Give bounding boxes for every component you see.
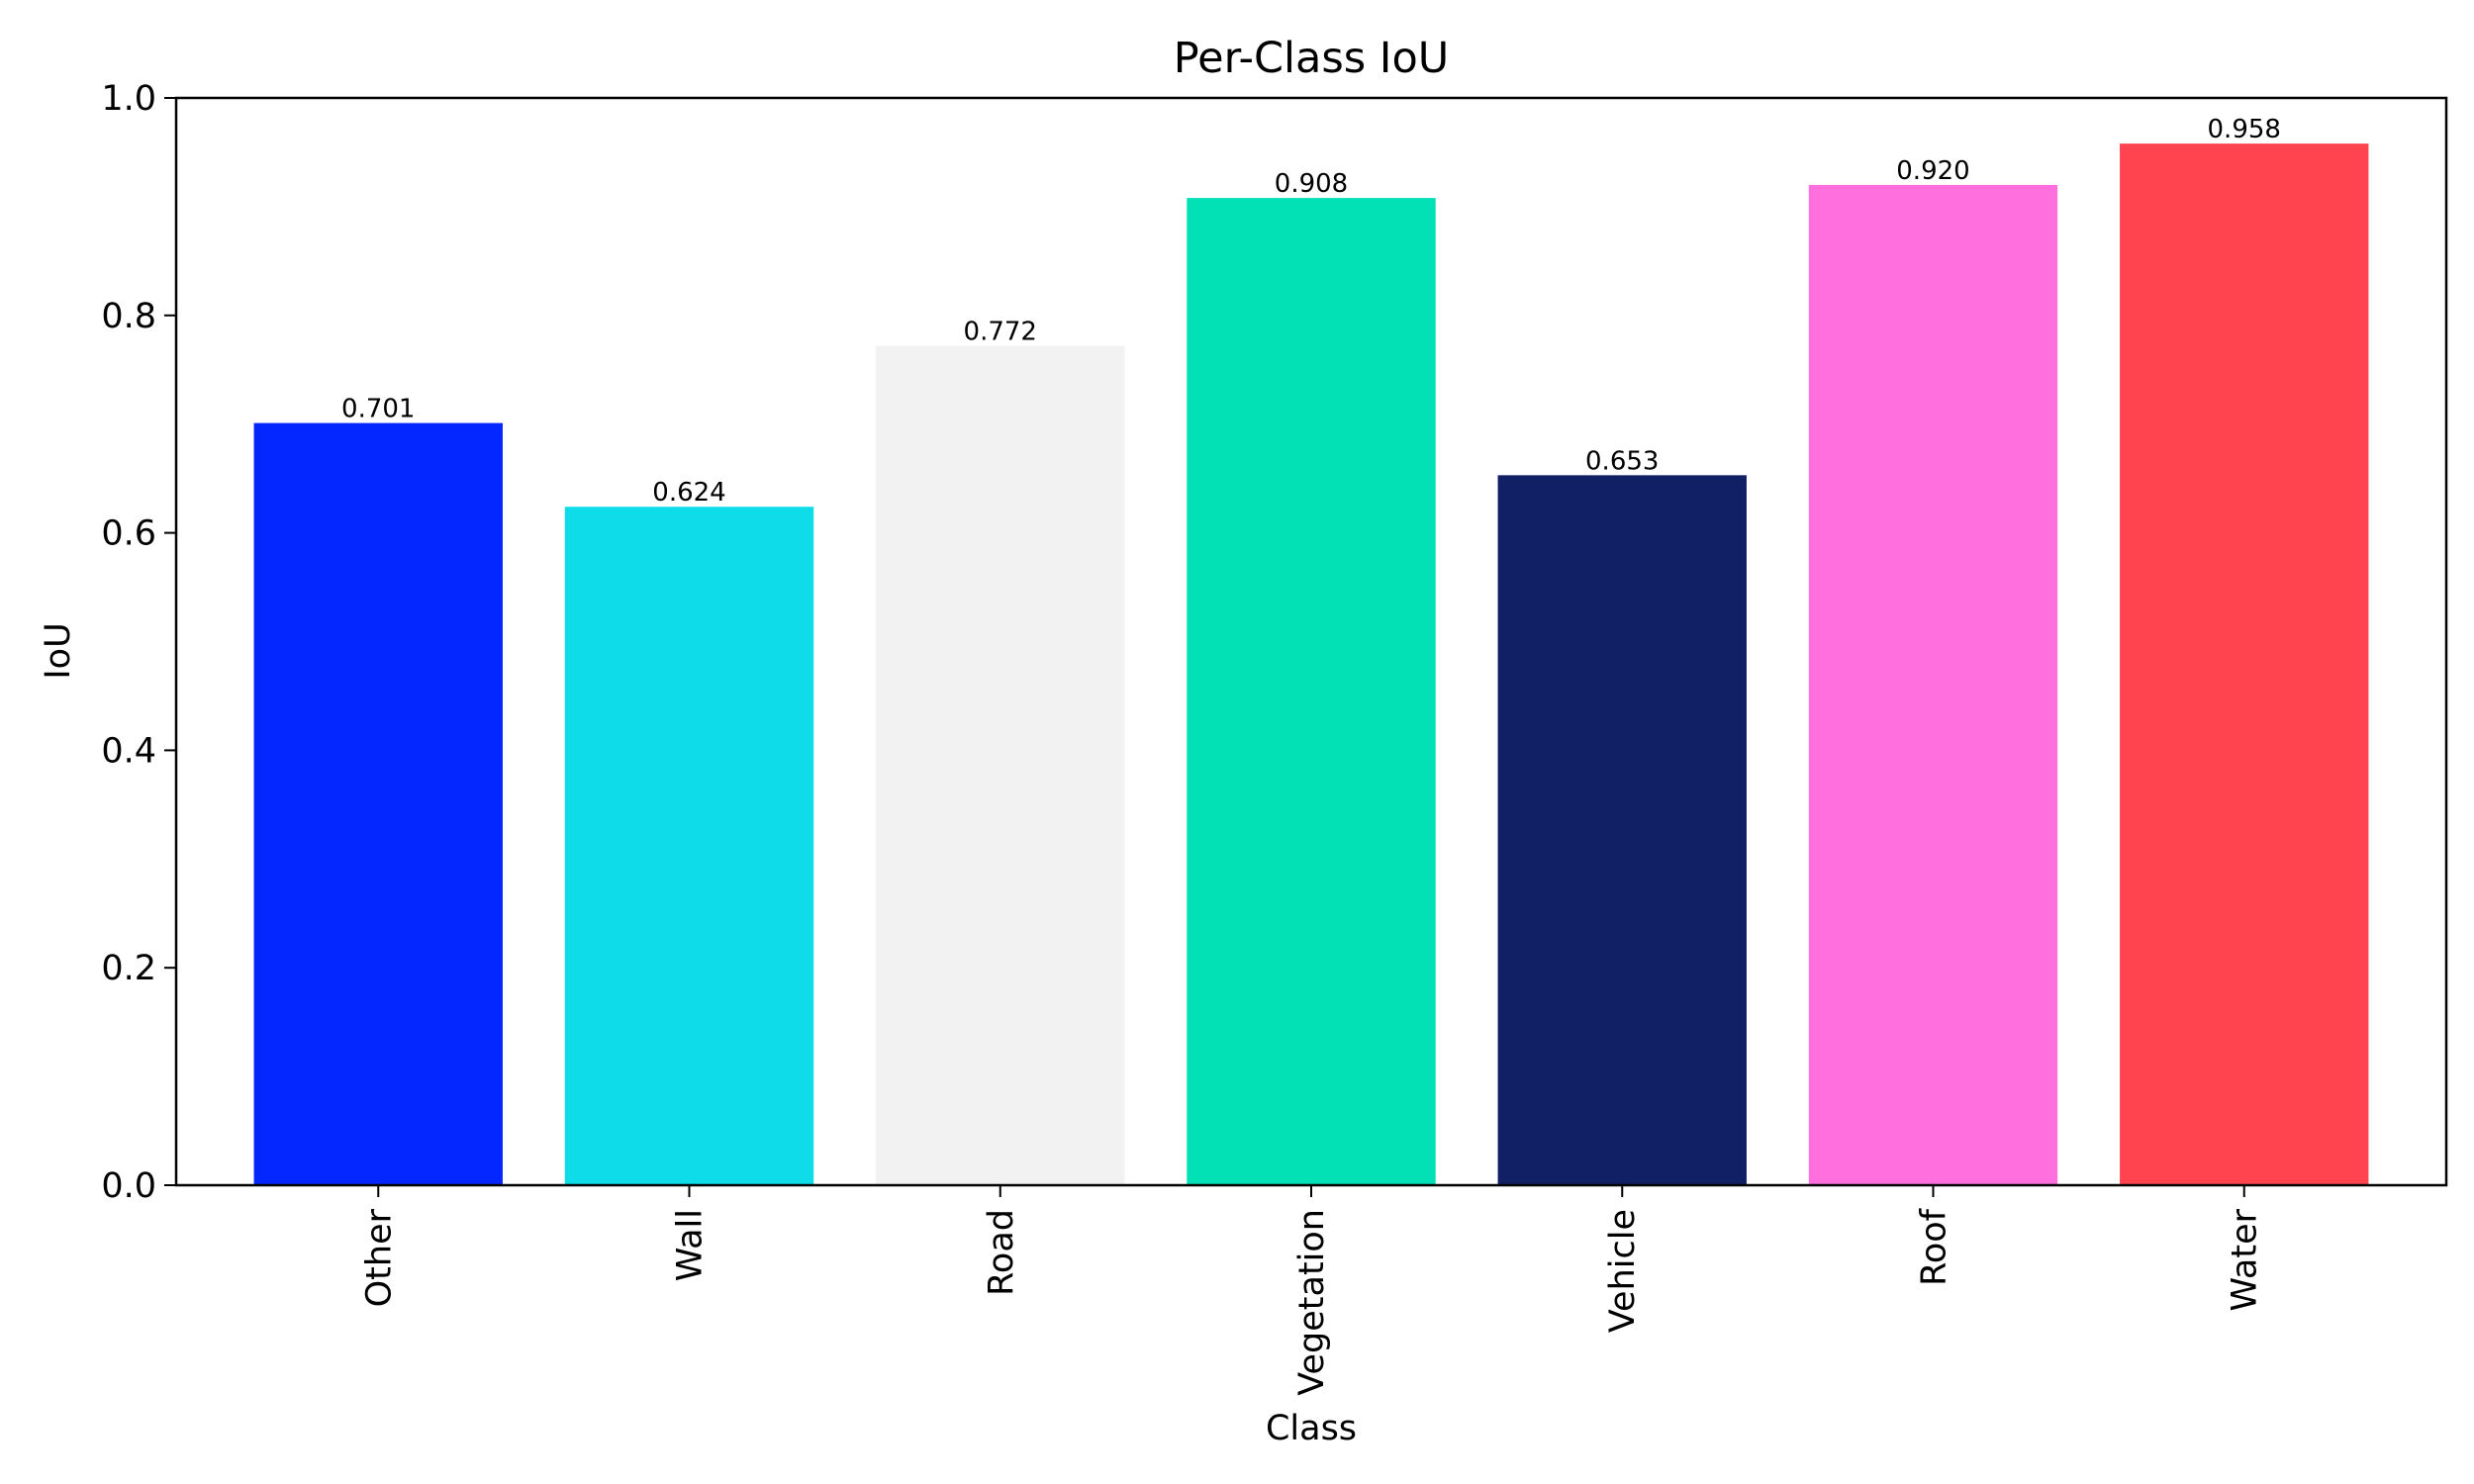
x-axis-ticks: Other Wall Road Vegetation Vehicle Roof Water: [359, 1185, 2265, 1396]
plot-area-frame: [174, 96, 2448, 1187]
y-tick-label-0-4: 0.4: [101, 731, 156, 771]
bar-road: [876, 345, 1125, 1185]
data-label-water: 0.958: [2208, 115, 2281, 144]
data-label-vegetation: 0.908: [1275, 169, 1348, 199]
data-label-vehicle: 0.653: [1585, 446, 1659, 476]
y-tick-label-1-0: 1.0: [101, 79, 156, 119]
data-label-wall: 0.624: [652, 478, 725, 508]
y-tick-label-0-6: 0.6: [101, 514, 156, 554]
value-labels-layer: 0.701 0.624 0.772 0.908 0.653 0.920 0.958: [341, 115, 2281, 508]
bar-wall: [564, 507, 814, 1185]
data-label-road: 0.772: [964, 318, 1037, 347]
bar-water: [2120, 143, 2369, 1186]
y-axis-ticks: 0.0 0.2 0.4 0.6 0.8 1.0: [101, 79, 176, 1206]
x-tick-label-road: Road: [982, 1209, 1021, 1296]
x-tick-label-water: Water: [2226, 1208, 2265, 1311]
bar-vehicle: [1497, 475, 1747, 1185]
x-axis-label: Class: [1266, 1409, 1357, 1448]
x-tick-label-other: Other: [359, 1208, 399, 1307]
y-tick-label-0-8: 0.8: [101, 297, 156, 336]
bars-layer: [253, 143, 2369, 1186]
y-axis-label: IoU: [39, 622, 78, 679]
bar-vegetation: [1187, 198, 1436, 1185]
data-label-roof: 0.920: [1896, 156, 1969, 186]
x-tick-label-roof: Roof: [1914, 1208, 1953, 1286]
y-tick-label-0-2: 0.2: [101, 949, 156, 988]
chart-title: Per-Class IoU: [1174, 34, 1450, 83]
bar-roof: [1808, 184, 2058, 1186]
y-tick-label-0-0: 0.0: [101, 1166, 156, 1206]
data-label-other: 0.701: [341, 395, 415, 424]
x-tick-label-vegetation: Vegetation: [1292, 1209, 1332, 1396]
bar-other: [253, 422, 503, 1185]
x-tick-label-vehicle: Vehicle: [1603, 1209, 1643, 1333]
x-tick-label-wall: Wall: [671, 1209, 711, 1281]
